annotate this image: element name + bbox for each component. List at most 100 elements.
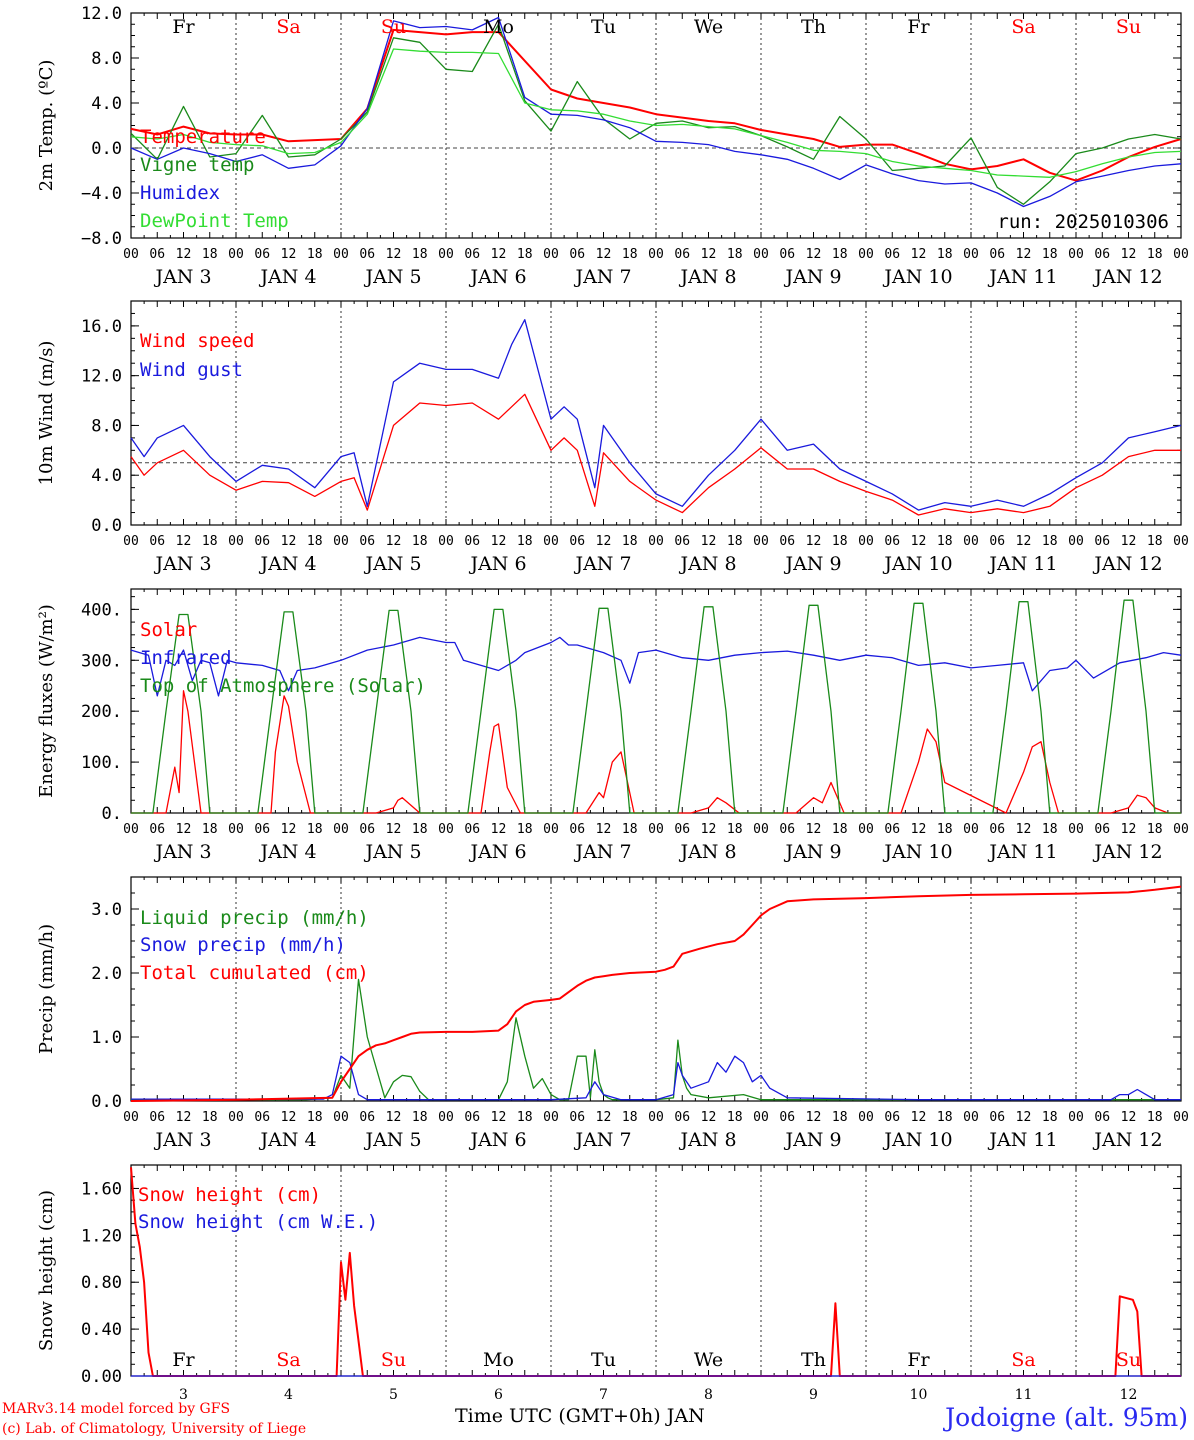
hour-label: 18 (832, 1110, 848, 1125)
hour-label: 00 (228, 1110, 244, 1125)
weekday-label: Mo (483, 16, 514, 38)
hour-label: 18 (202, 247, 218, 262)
hour-label: 00 (753, 534, 769, 549)
hour-label: 18 (412, 1110, 428, 1125)
hour-label: 12 (491, 1110, 507, 1125)
weekday-label: Fr (172, 1349, 195, 1371)
date-label: JAN 3 (153, 266, 211, 288)
hour-label: 06 (989, 1110, 1005, 1125)
date-label: JAN 11 (987, 841, 1057, 863)
hour-label: 06 (464, 822, 480, 837)
date-label: JAN 3 (153, 1129, 211, 1151)
panel-3: 400. 300. 200. 100. 0. Energy fluxes (W/m²) So… (36, 588, 1189, 863)
hour-label: 00 (753, 1110, 769, 1125)
date-label: JAN 6 (468, 266, 526, 288)
date-label: JAN 5 (363, 1129, 421, 1151)
date-label: JAN 11 (987, 266, 1057, 288)
date-label: JAN 5 (363, 841, 421, 863)
hour-label: 18 (1042, 247, 1058, 262)
hour-label: 18 (307, 822, 323, 837)
hour-label: 18 (1042, 1110, 1058, 1125)
panel-1: 12.0 8.0 4.0 0.0 −4.0 −8.0 2m Temp. (ºC) Temper… (36, 4, 1189, 288)
hour-label: 00 (753, 822, 769, 837)
hour-label: 06 (464, 534, 480, 549)
hour-label: 00 (333, 247, 349, 262)
hour-label: 12 (1016, 247, 1032, 262)
hour-label: 18 (832, 822, 848, 837)
hour-label: 00 (1173, 1110, 1189, 1125)
series-line-1 (130, 1167, 1181, 1377)
series-line-2 (130, 319, 1182, 511)
weekday-label: Sa (276, 16, 300, 38)
hour-label: 12 (806, 534, 822, 549)
hour-label: 00 (543, 1110, 559, 1125)
hour-label: 12 (911, 822, 927, 837)
hour-label: 18 (727, 247, 743, 262)
hour-label: 12 (1016, 822, 1032, 837)
hour-label: 00 (333, 534, 349, 549)
legend-entry: Infrared (140, 647, 232, 669)
hour-label: 00 (123, 1110, 139, 1125)
legend-entry: Snow precip (mm/h) (140, 934, 346, 956)
day-number: 4 (284, 1387, 293, 1403)
y-axis-title: Snow height (cm) (36, 1190, 57, 1351)
hour-label: 18 (727, 1110, 743, 1125)
date-label: JAN 3 (153, 553, 211, 575)
y-tick-label: 12.0 (81, 4, 122, 24)
y-tick-label: 0.80 (81, 1273, 122, 1293)
hour-label: 18 (727, 534, 743, 549)
weekday-label: Sa (1011, 16, 1035, 38)
y-tick-label: 100. (81, 753, 122, 773)
y-axis-title: Energy fluxes (W/m²) (36, 604, 57, 798)
y-tick-label: 1.0 (91, 1028, 122, 1048)
date-label: JAN 6 (468, 1129, 526, 1151)
hour-label: 00 (648, 247, 664, 262)
hour-label: 00 (1173, 822, 1189, 837)
series-line-1 (130, 393, 1181, 516)
hour-label: 00 (648, 822, 664, 837)
hour-label: 12 (1121, 822, 1137, 837)
hour-label: 12 (1121, 534, 1137, 549)
date-label: JAN 8 (678, 266, 736, 288)
panel-4: 3.0 2.0 1.0 0.0 Precip (mm/h) Liquid precip (… (36, 876, 1189, 1151)
legend-entry: Total cumulated (cm) (140, 962, 369, 984)
y-axis-title: Precip (mm/h) (36, 924, 57, 1054)
hour-label: 12 (386, 534, 402, 549)
hour-label: 18 (202, 534, 218, 549)
y-tick-label: 400. (81, 600, 122, 620)
hour-label: 12 (911, 247, 927, 262)
date-label: JAN 5 (363, 266, 421, 288)
hour-label: 06 (569, 1110, 585, 1125)
date-label: JAN 8 (678, 841, 736, 863)
series-line-3 (131, 599, 1181, 814)
hour-label: 06 (1094, 822, 1110, 837)
hour-label: 06 (1094, 1110, 1110, 1125)
hour-label: 06 (569, 247, 585, 262)
hour-label: 06 (779, 534, 795, 549)
date-label: JAN 10 (882, 1129, 952, 1151)
legend-entry: Liquid precip (mm/h) (140, 907, 369, 929)
hour-label: 06 (674, 534, 690, 549)
hour-label: 12 (386, 1110, 402, 1125)
hour-label: 00 (858, 247, 874, 262)
date-label: JAN 7 (573, 1129, 631, 1151)
hour-label: 00 (963, 247, 979, 262)
hour-label: 00 (123, 247, 139, 262)
date-label: JAN 12 (1092, 266, 1162, 288)
hour-label: 12 (491, 822, 507, 837)
hour-label: 18 (202, 822, 218, 837)
hour-label: 12 (176, 822, 192, 837)
hour-label: 06 (254, 1110, 270, 1125)
weekday-label: Fr (172, 16, 195, 38)
date-label: JAN 9 (783, 841, 841, 863)
hour-label: 12 (911, 1110, 927, 1125)
hour-label: 18 (1042, 822, 1058, 837)
hour-label: 00 (963, 534, 979, 549)
y-tick-label: 200. (81, 702, 122, 722)
day-number: 7 (599, 1387, 608, 1403)
date-label: JAN 10 (882, 553, 952, 575)
y-tick-label: 0. (102, 804, 122, 824)
legend-entry: Snow height (cm) (138, 1184, 321, 1206)
hour-label: 12 (596, 822, 612, 837)
